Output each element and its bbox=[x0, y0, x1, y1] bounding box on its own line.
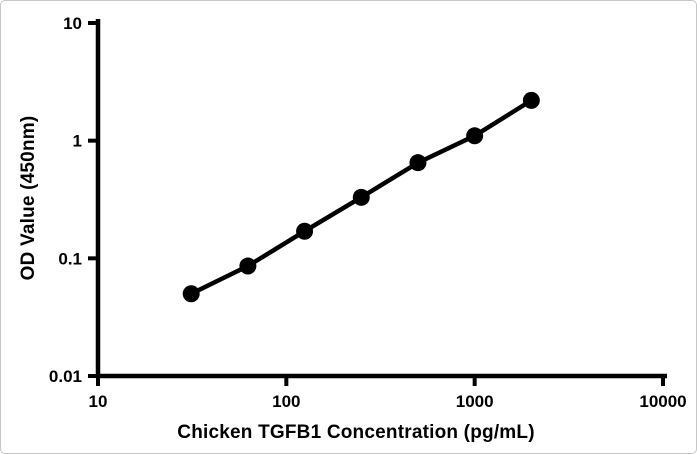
y-axis-title: OD Value (450nm) bbox=[18, 115, 39, 281]
axis-spine bbox=[95, 19, 667, 379]
data-point bbox=[466, 127, 484, 145]
x-tick-label: 10000 bbox=[639, 392, 686, 411]
data-point bbox=[239, 257, 257, 275]
y-tick-label: 0.01 bbox=[49, 367, 82, 386]
data-point bbox=[296, 222, 314, 240]
y-tick-label: 0.1 bbox=[58, 249, 82, 268]
data-point bbox=[409, 154, 427, 172]
x-tick-label: 1000 bbox=[456, 392, 494, 411]
y-tick-label: 1 bbox=[73, 132, 82, 151]
x-axis-title: Chicken TGFB1 Concentration (pg/mL) bbox=[177, 422, 535, 443]
data-point bbox=[182, 285, 200, 303]
x-tick-label: 100 bbox=[272, 392, 300, 411]
y-tick-label: 10 bbox=[63, 14, 82, 33]
data-point bbox=[522, 91, 540, 109]
x-tick-label: 10 bbox=[89, 392, 108, 411]
data-point bbox=[352, 188, 370, 206]
